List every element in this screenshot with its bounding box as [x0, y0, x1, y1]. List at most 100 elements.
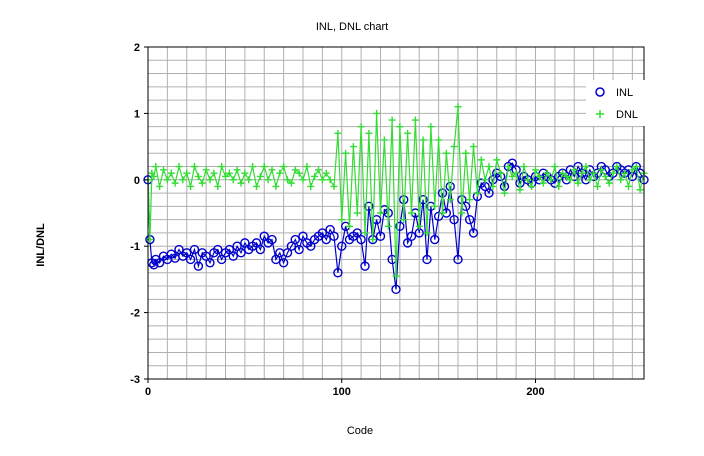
dnl-point	[303, 163, 311, 171]
dnl-point	[280, 163, 288, 171]
dnl-point	[582, 163, 590, 171]
dnl-point	[330, 182, 338, 190]
dnl-point	[516, 186, 524, 194]
dnl-point	[388, 116, 396, 124]
dnl-point	[528, 182, 536, 190]
dnl-point	[609, 169, 617, 177]
dnl-point	[311, 172, 319, 180]
y-tick-label: -3	[130, 374, 140, 386]
dnl-point	[594, 182, 601, 190]
dnl-point	[489, 182, 497, 190]
dnl-point	[357, 123, 365, 131]
y-tick-label: -2	[130, 308, 140, 320]
dnl-point	[237, 179, 245, 187]
dnl-point	[512, 169, 520, 177]
dnl-point	[427, 123, 435, 131]
inl-point	[290, 234, 300, 245]
axes	[147, 46, 645, 380]
y-tick-label: 1	[134, 108, 140, 120]
inl-point	[278, 258, 289, 268]
inl-point	[213, 244, 223, 255]
y-tick-label: 2	[134, 42, 140, 54]
dnl-point	[249, 163, 257, 171]
legend-inl-label: INL	[616, 87, 633, 99]
inl-point	[360, 261, 370, 271]
dnl-point	[493, 156, 501, 164]
dnl-point	[473, 189, 481, 197]
x-tick-label: 0	[145, 386, 151, 398]
inl-point	[337, 241, 347, 251]
dnl-point	[373, 109, 381, 117]
dnl-point	[539, 179, 547, 187]
dnl-point	[338, 216, 346, 224]
inl-point	[418, 195, 428, 205]
plot-frame	[147, 46, 645, 380]
dnl-point	[632, 163, 640, 171]
dnl-point	[342, 149, 350, 157]
inl-point	[236, 248, 246, 258]
dnl-point	[597, 166, 605, 174]
dnl-point	[578, 169, 586, 177]
dnl-point	[481, 176, 489, 184]
inl-point	[445, 181, 455, 192]
dnl-point	[396, 123, 404, 131]
inl-point	[321, 234, 331, 245]
dnl-point	[191, 163, 198, 171]
dnl-point	[547, 176, 555, 184]
legend-dnl-label: DNL	[616, 109, 638, 121]
dnl-point	[225, 169, 233, 177]
dnl-point	[361, 229, 369, 237]
dnl-point	[625, 182, 632, 190]
dnl-point	[590, 169, 598, 177]
dnl-point	[194, 172, 202, 180]
dnl-point	[365, 129, 373, 137]
dnl-point	[353, 209, 361, 217]
dnl-point	[566, 176, 574, 184]
dnl-point	[477, 156, 485, 164]
inl-point	[422, 254, 432, 265]
dnl-point	[322, 169, 330, 177]
dnl-point	[423, 229, 431, 237]
inl-point	[395, 221, 405, 231]
dnl-point	[295, 169, 303, 177]
dnl-point	[532, 166, 539, 174]
dnl-point	[497, 169, 505, 177]
dnl-point	[156, 182, 164, 190]
dnl-point	[454, 103, 462, 111]
inl-point	[468, 228, 479, 238]
dnl-point	[636, 186, 644, 194]
tick-labels: 0 100 200 -3 -2 -1 0 1 2	[130, 42, 544, 398]
inl-point	[294, 244, 304, 255]
inl-point	[185, 254, 196, 265]
inl-point	[364, 201, 374, 212]
dnl-point	[535, 172, 543, 180]
dnl-point	[272, 182, 280, 190]
x-axis-title: Code	[347, 425, 373, 437]
dnl-point	[346, 222, 353, 230]
dnl-point	[334, 129, 342, 137]
dnl-point	[586, 176, 594, 184]
dnl-point	[415, 222, 423, 230]
dnl-point	[377, 209, 384, 217]
inl-point	[449, 214, 459, 225]
dnl-point	[404, 129, 412, 137]
dnl-point	[439, 209, 446, 217]
dnl-point	[229, 176, 237, 184]
dnl-point	[442, 149, 450, 157]
dnl-point	[524, 176, 532, 184]
inl-point	[453, 254, 463, 265]
inl-point	[437, 188, 448, 198]
dnl-point	[171, 179, 179, 187]
dnl-point	[210, 169, 218, 177]
dnl-point	[551, 163, 559, 171]
series-line	[147, 162, 645, 290]
dnl-point	[206, 176, 214, 184]
dnl-point	[183, 169, 191, 177]
dnl-point	[605, 179, 613, 187]
dnl-point	[504, 163, 512, 171]
dnl-point	[179, 176, 187, 184]
dnl-point	[392, 272, 400, 280]
dnl-point	[202, 166, 210, 174]
legend-inl-marker-icon	[595, 87, 605, 97]
